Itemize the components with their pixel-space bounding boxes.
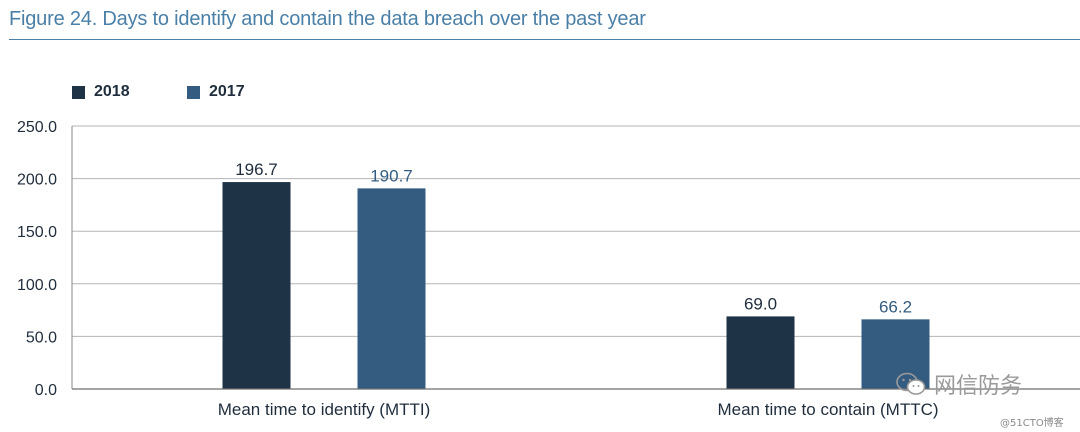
data-label: 66.2 (879, 297, 912, 316)
watermark-text: 网信防务 (934, 374, 1023, 399)
data-label: 69.0 (744, 294, 777, 313)
bar-2017 (357, 188, 426, 389)
chart-title: Figure 24. Days to identify and contain … (9, 8, 646, 30)
data-label: 196.7 (235, 160, 278, 179)
y-tick-label: 150.0 (17, 224, 57, 241)
legend-swatch-2017 (187, 85, 200, 99)
data-label: 190.7 (370, 166, 413, 185)
y-tick-label: 250.0 (17, 119, 57, 136)
bar-2018 (222, 182, 291, 389)
x-category-label: Mean time to identify (MTTI) (218, 400, 431, 419)
wechat-icon (896, 372, 926, 396)
y-tick-label: 200.0 (17, 172, 57, 189)
legend-label-2017: 2017 (209, 83, 245, 100)
watermark: 网信防务 (896, 368, 1022, 400)
watermark-credit: @51CTO博客 (1000, 418, 1064, 429)
legend-label-2018: 2018 (94, 83, 130, 100)
title-divider (9, 39, 1080, 40)
bar-2017 (861, 319, 930, 389)
legend-item-2018: 2018 (72, 83, 130, 101)
legend-item-2017: 2017 (187, 83, 245, 101)
x-category-label: Mean time to contain (MTTC) (717, 400, 938, 419)
legend-swatch-2018 (72, 85, 85, 99)
y-tick-label: 0.0 (35, 382, 57, 399)
bar-2018 (726, 316, 795, 389)
y-tick-label: 50.0 (26, 329, 57, 346)
y-tick-label: 100.0 (17, 277, 57, 294)
